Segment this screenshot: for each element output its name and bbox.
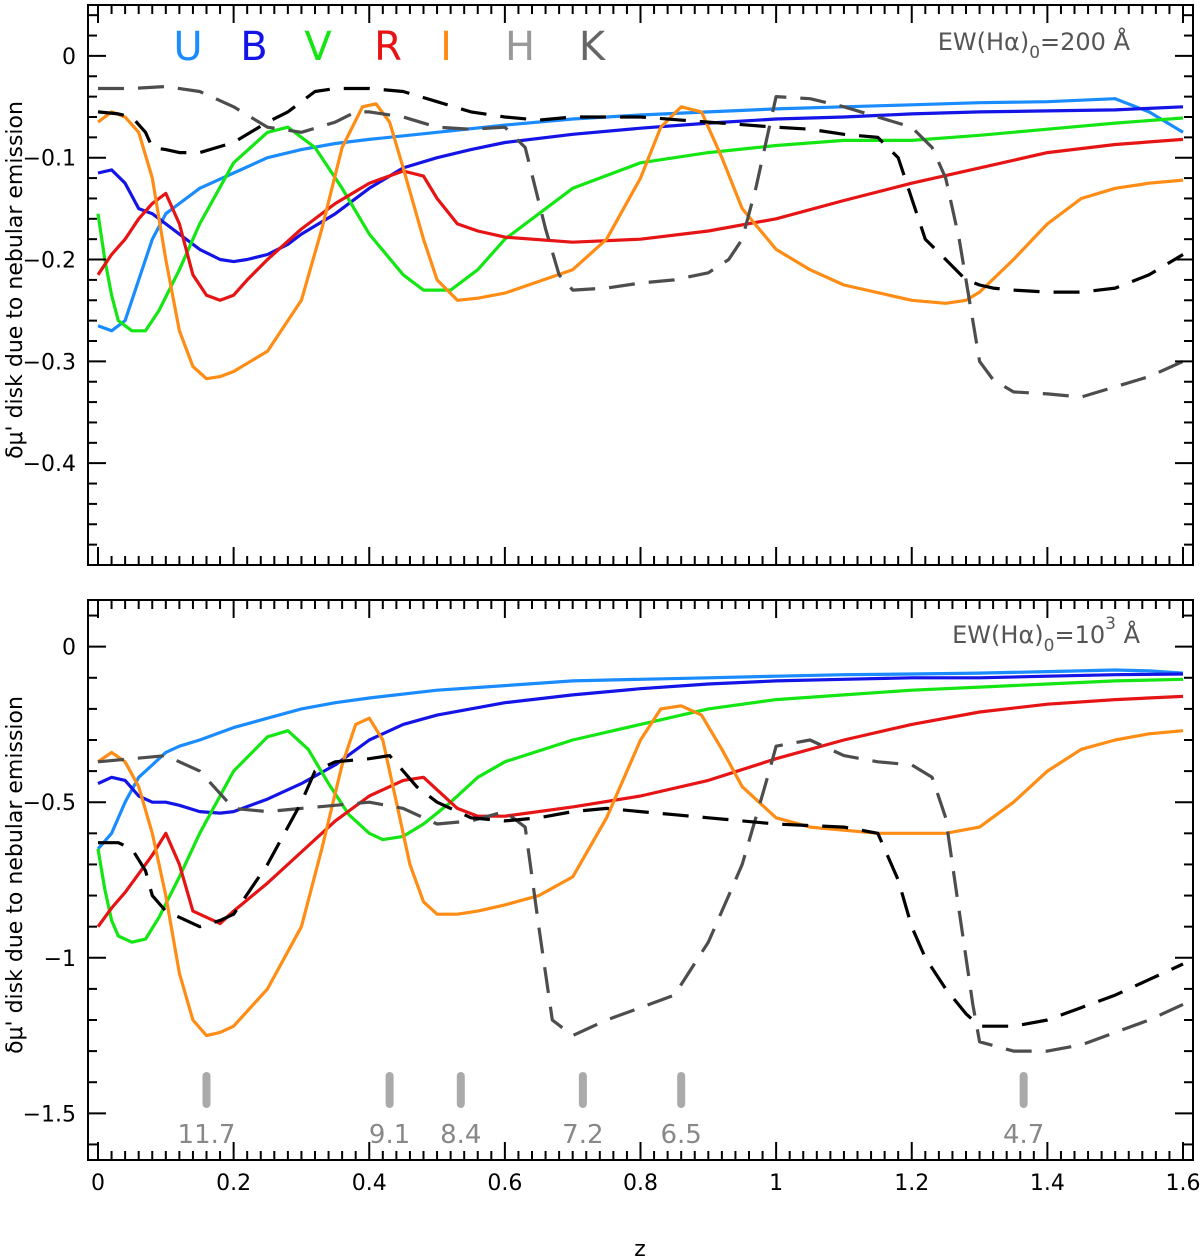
curves-bottom bbox=[96, 668, 1184, 1053]
y-tick-label: −0.5 bbox=[23, 791, 76, 816]
y-tick-label: −0.1 bbox=[23, 147, 76, 172]
ticks-top: 0 −0.1 −0.2 −0.3 −0.4 bbox=[23, 5, 1193, 566]
series-u-line bbox=[96, 668, 1184, 850]
legend-label-k: K bbox=[579, 24, 607, 70]
y-axis-title-top: δμ' disk due to nebular emission bbox=[3, 101, 28, 459]
age-marker-label: 6.5 bbox=[661, 1120, 702, 1150]
x-tick-label: 0.2 bbox=[216, 1171, 251, 1196]
age-marker-label: 4.7 bbox=[1003, 1120, 1044, 1150]
legend-label-u: U bbox=[173, 24, 202, 70]
y-tick-label: 0 bbox=[62, 636, 76, 661]
series-h-line bbox=[98, 84, 1184, 399]
x-tick-label: 0.6 bbox=[487, 1171, 522, 1196]
x-tick-label: 1.6 bbox=[1166, 1171, 1200, 1196]
age-marker-label: 11.7 bbox=[178, 1120, 236, 1150]
age-marker-label: 7.2 bbox=[562, 1120, 603, 1150]
x-axis-title: z bbox=[634, 1237, 646, 1260]
x-tick-label: 1.2 bbox=[894, 1171, 929, 1196]
ticks-bottom: 0 0.2 0.4 0.6 0.8 1 1.2 1.4 1.6 0 −0.5 −1 −1.5 bbox=[23, 600, 1200, 1196]
legend-label-i: I bbox=[440, 24, 452, 70]
x-tick-label: 1 bbox=[769, 1171, 783, 1196]
x-tick-label: 0.4 bbox=[352, 1171, 387, 1196]
annotation-bottom: EW(Hα)0=103 Å bbox=[952, 614, 1140, 656]
y-tick-label: −1.5 bbox=[23, 1102, 76, 1127]
x-tick-label: 1.4 bbox=[1030, 1171, 1065, 1196]
plot-frame bbox=[87, 4, 1194, 566]
age-markers: 11.7 9.1 8.4 7.2 6.5 4.7 bbox=[178, 1072, 1044, 1150]
series-v-line bbox=[96, 677, 1184, 944]
series-b-line bbox=[97, 672, 1184, 815]
x-tick-label: 0 bbox=[91, 1171, 105, 1196]
legend-label-v: V bbox=[304, 24, 332, 70]
annotation-top: EW(Hα)0=200 Å bbox=[938, 27, 1131, 63]
age-marker-label: 9.1 bbox=[369, 1120, 410, 1150]
series-i-line bbox=[97, 102, 1184, 381]
series-k-line bbox=[98, 754, 1184, 1028]
series-r-line bbox=[96, 137, 1184, 302]
legend-label-b: B bbox=[240, 24, 267, 70]
y-tick-label: −0.3 bbox=[23, 350, 76, 375]
y-tick-label: −0.2 bbox=[23, 249, 76, 274]
legend-label-h: H bbox=[505, 24, 535, 70]
legend-label-r: R bbox=[374, 24, 402, 70]
x-tick-label: 0.8 bbox=[623, 1171, 658, 1196]
y-axis-title-bottom: δμ' disk due to nebular emission bbox=[3, 696, 28, 1054]
series-i-line bbox=[97, 704, 1184, 1038]
age-marker-label: 8.4 bbox=[440, 1120, 481, 1150]
series-u-line bbox=[97, 97, 1184, 333]
plot-frame bbox=[87, 599, 1194, 1161]
y-tick-label: −1 bbox=[44, 947, 76, 972]
y-tick-label: −0.4 bbox=[23, 452, 76, 477]
series-k-line bbox=[97, 86, 1184, 294]
series-v-line bbox=[96, 116, 1184, 333]
panel-bottom: 0 0.2 0.4 0.6 0.8 1 1.2 1.4 1.6 0 −0.5 −1 −1.5 11.7 9… bbox=[3, 599, 1200, 1260]
curves-top bbox=[96, 84, 1184, 399]
series-r-line bbox=[96, 694, 1184, 928]
y-tick-label: 0 bbox=[62, 45, 76, 70]
series-b-line bbox=[97, 105, 1184, 264]
series-h-line bbox=[97, 738, 1184, 1053]
